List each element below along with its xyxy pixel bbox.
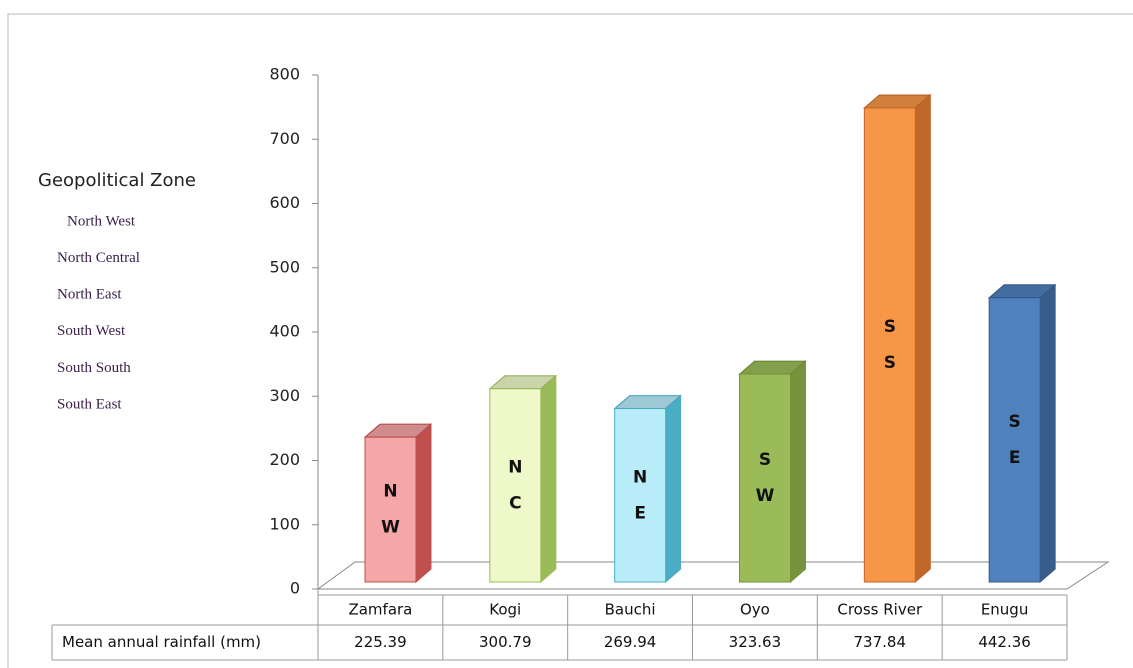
bar-label: W [756, 486, 775, 506]
table-value: 225.39 [354, 633, 407, 651]
bar-label: S [1009, 412, 1021, 432]
bar-label: W [381, 518, 400, 538]
y-tick-label: 200 [269, 450, 300, 469]
y-tick-label: 800 [269, 65, 300, 84]
frame [7, 13, 1133, 668]
bar [364, 436, 417, 583]
bar-side [415, 423, 432, 584]
y-tick-label: 100 [269, 514, 300, 533]
y-tick-label: 300 [269, 386, 300, 405]
legend-item: South South [57, 360, 131, 376]
bar-label: E [634, 503, 646, 523]
x-tick-label: Oyo [740, 601, 770, 619]
table-value: 300.79 [479, 633, 532, 651]
table-value: 442.36 [978, 633, 1031, 651]
bar-top-shade [614, 395, 681, 409]
bar-label: N [508, 457, 522, 477]
legend-item: South West [57, 323, 126, 339]
y-tick-label: 500 [269, 257, 300, 276]
bar-label: S [759, 450, 771, 470]
table-row-label: Mean annual rainfall (mm) [62, 633, 261, 651]
legend-title: Geopolitical Zone [38, 170, 196, 191]
bar-side [914, 93, 931, 584]
legend-item: North West [67, 213, 136, 229]
bar-top-shade [989, 284, 1056, 298]
legend-item: South East [57, 396, 122, 412]
bar-side [665, 394, 682, 584]
bar-label: N [633, 467, 647, 487]
bar-side [1039, 283, 1056, 584]
y-tick-label: 700 [269, 129, 300, 148]
bar-label: E [1009, 448, 1021, 468]
bar-side [540, 374, 557, 584]
y-tick-label: 0 [290, 579, 300, 598]
bar-label: S [884, 353, 896, 373]
bar-top-shade [365, 424, 431, 438]
bar-top-shade [864, 94, 931, 108]
table-value: 323.63 [729, 633, 782, 651]
bar-top-shade [489, 375, 556, 389]
x-tick-label: Zamfara [348, 601, 412, 619]
table-value: 737.84 [854, 633, 907, 651]
x-tick-label: Enugu [981, 601, 1029, 619]
bar [614, 408, 667, 583]
legend-item: North East [57, 287, 122, 303]
bar [739, 373, 791, 583]
x-tick-label: Kogi [489, 601, 521, 619]
x-tick-label: Cross River [837, 601, 923, 619]
table-value: 269.94 [604, 633, 657, 651]
bar-label: N [383, 482, 397, 502]
bar [863, 107, 916, 583]
bar-top-shade [739, 361, 806, 375]
bar-label: C [509, 493, 521, 513]
legend-item: North Central [57, 250, 140, 266]
x-tick-label: Bauchi [605, 601, 656, 619]
bar-side [790, 359, 806, 584]
y-tick-label: 400 [269, 322, 300, 341]
y-tick-label: 600 [269, 193, 300, 212]
bar-label: S [884, 317, 896, 337]
bar [489, 388, 542, 583]
bar [988, 297, 1041, 583]
